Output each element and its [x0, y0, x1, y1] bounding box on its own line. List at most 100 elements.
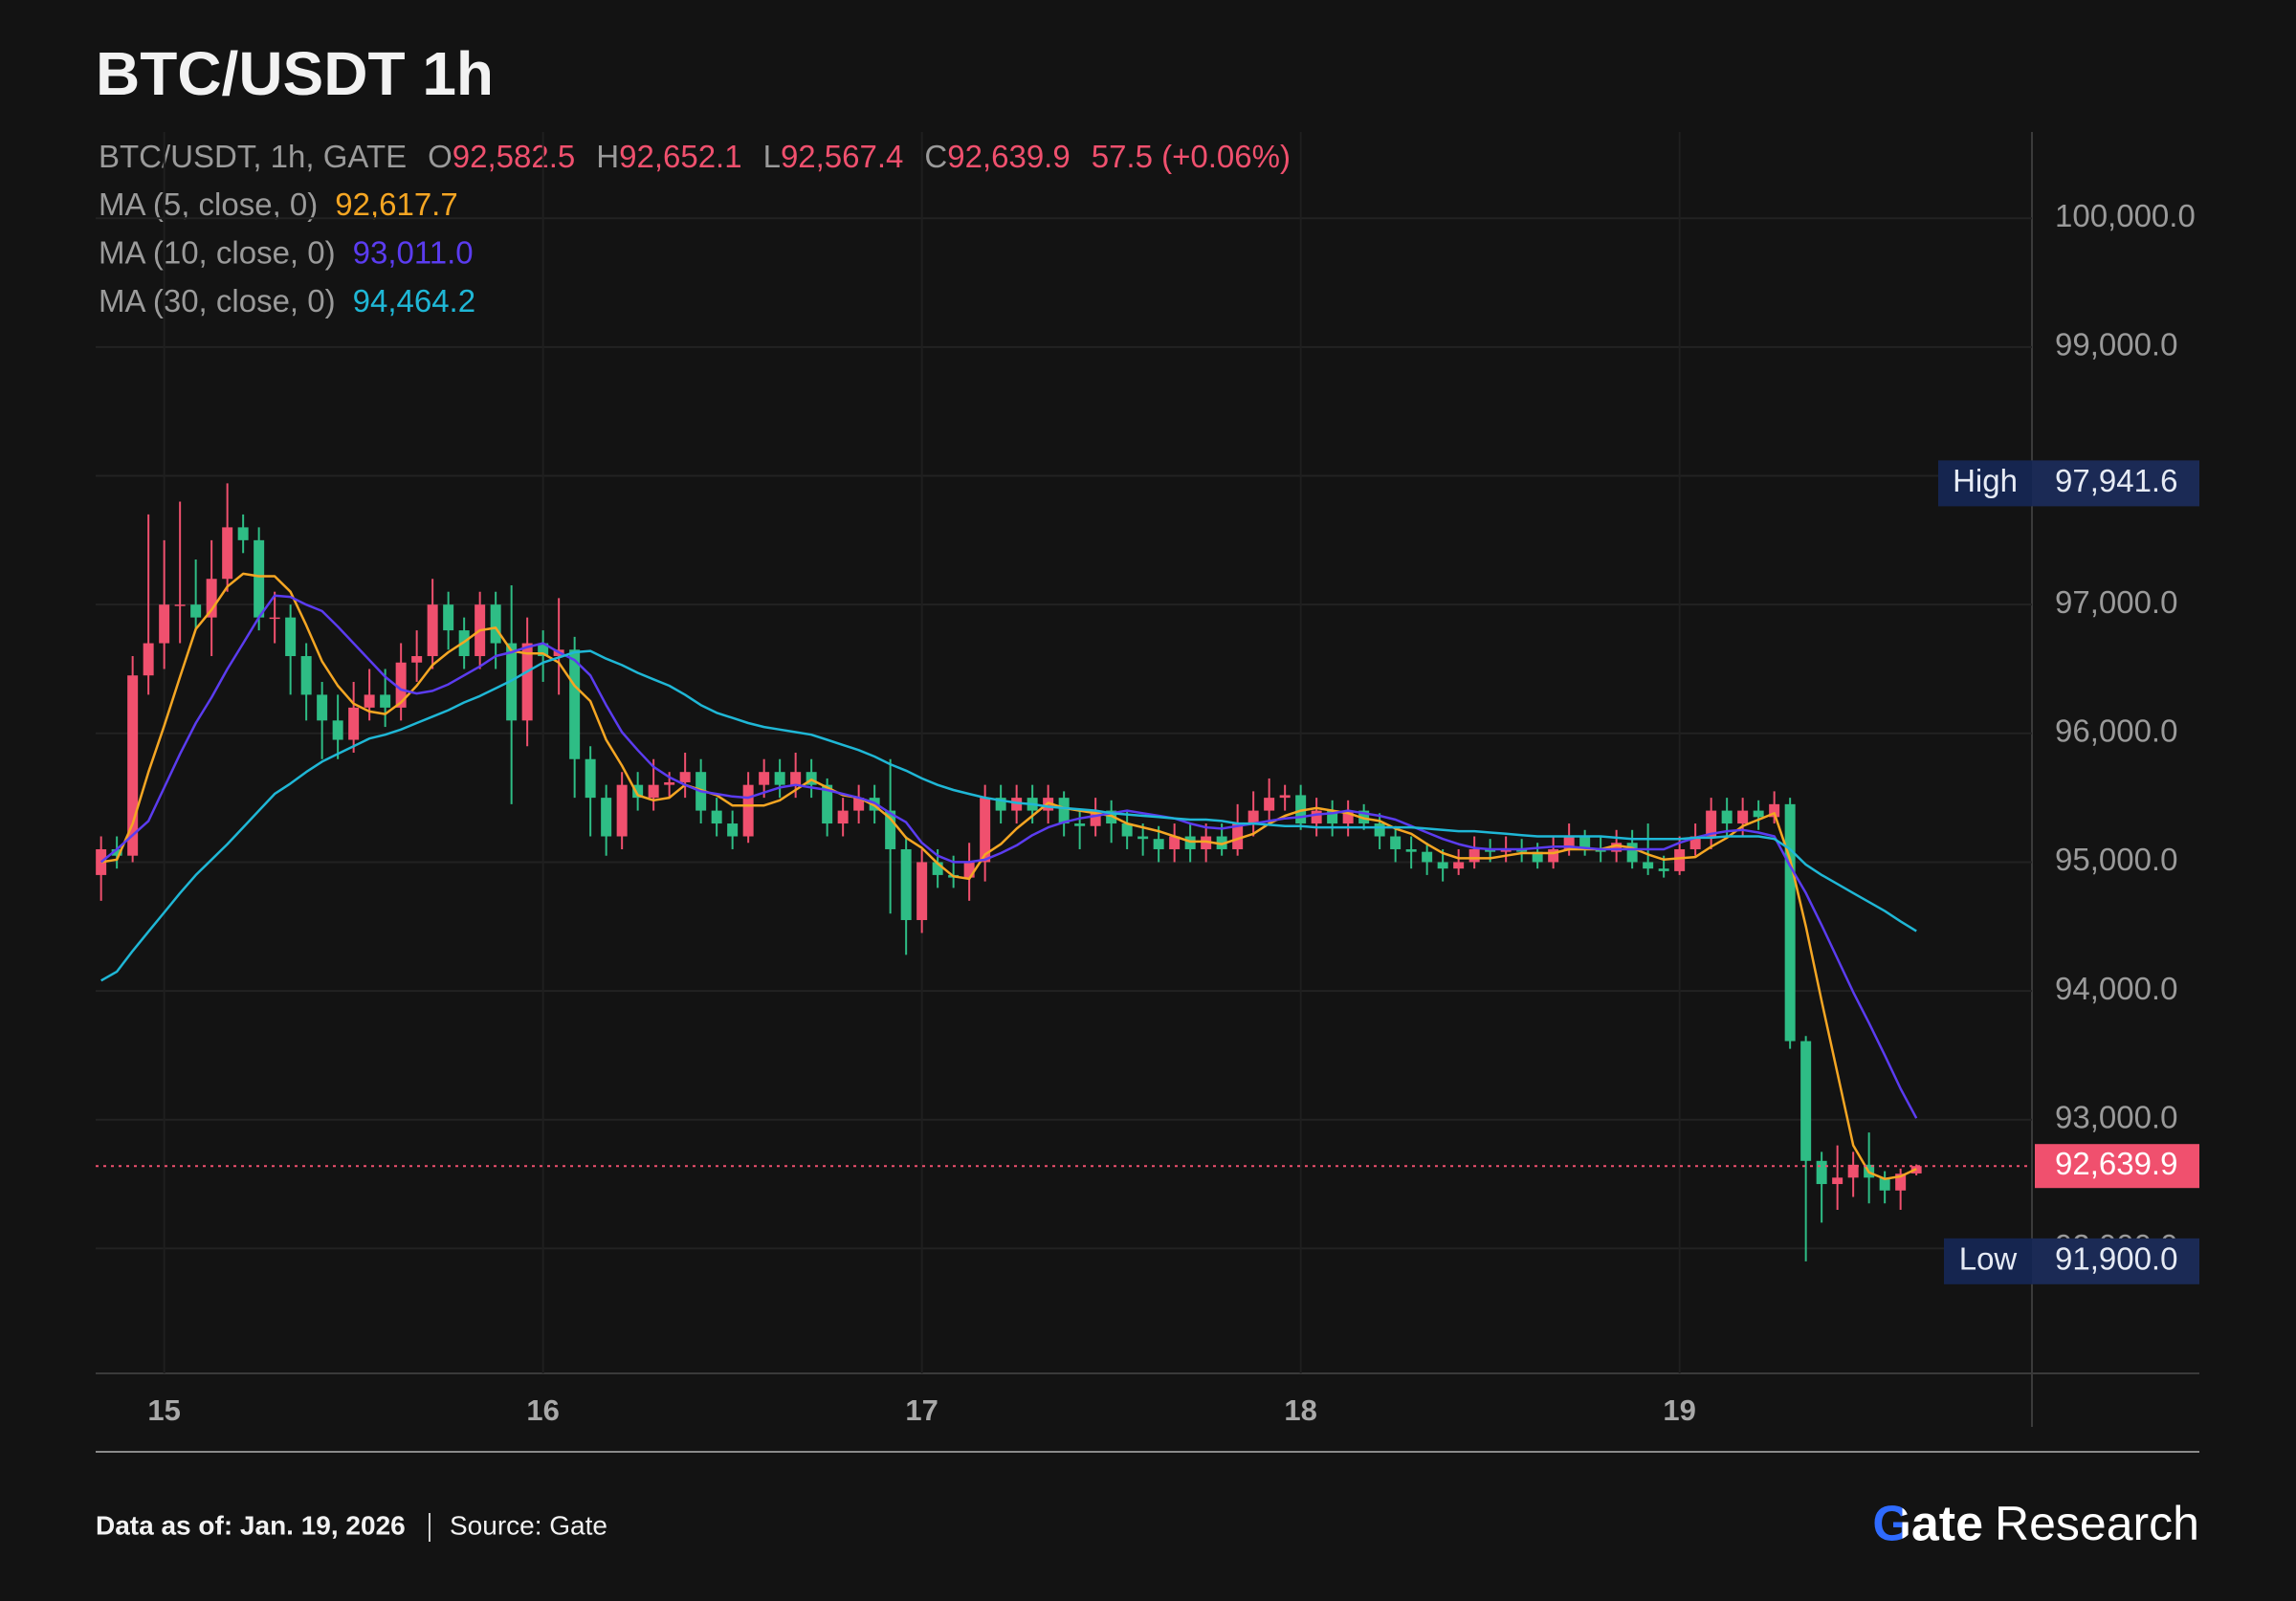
candle-body — [348, 707, 360, 740]
brand: Gate — [1872, 1497, 1983, 1552]
candle-body — [648, 784, 659, 799]
candle-body — [1706, 810, 1717, 837]
candle-body — [1422, 851, 1433, 863]
candle-body — [1784, 803, 1796, 1042]
candle-body — [1201, 836, 1212, 849]
candle-body — [727, 823, 739, 837]
candle-body — [443, 604, 454, 631]
candle-body — [1532, 851, 1543, 863]
candle-body — [332, 720, 343, 740]
candle-body — [1153, 839, 1164, 849]
y-tick-label: 93,000.0 — [2055, 1099, 2177, 1134]
ma-legend-value: 94,464.2 — [353, 283, 475, 318]
high-marker-value: 97,941.6 — [2055, 463, 2177, 498]
candle-body — [601, 798, 612, 837]
legend-symbol: BTC/USDT, 1h, GATE — [99, 139, 407, 174]
legend-change: 57.5 (+0.06%) — [1092, 139, 1291, 174]
candle-body — [1074, 823, 1086, 826]
candle-body — [1721, 810, 1733, 824]
last-price-box — [2035, 1144, 2199, 1189]
candle-body — [395, 662, 407, 708]
legend-key: C — [924, 139, 947, 174]
candle-body — [159, 604, 170, 644]
candle-body — [790, 772, 802, 785]
candle-body — [742, 784, 754, 837]
candle-body — [1327, 810, 1338, 824]
ma-legend-value: 93,011.0 — [353, 234, 474, 270]
candle-body — [1342, 810, 1354, 824]
ma-legend: MA (5, close, 0) 92,617.7 — [99, 186, 458, 222]
candle-body — [127, 675, 139, 856]
candle-body — [1264, 798, 1275, 811]
candle-body — [222, 527, 233, 580]
candle-body — [1674, 848, 1686, 871]
high-marker-value-box — [2032, 460, 2199, 507]
candle-body — [1058, 798, 1070, 824]
candle-body — [1800, 1041, 1812, 1161]
legend-value: 92,639.9 — [947, 139, 1070, 174]
candle-body — [806, 772, 817, 785]
candle-body — [853, 798, 865, 811]
candle-body — [1643, 862, 1654, 869]
x-tick-label: 17 — [905, 1393, 938, 1427]
ohlc-legend: BTC/USDT, 1h, GATE O92,582.5 H92,652.1 L92,… — [99, 139, 1291, 174]
candle-body — [380, 694, 391, 708]
candle-body — [1500, 848, 1512, 852]
candle-body — [569, 649, 581, 759]
candle-body — [885, 810, 896, 849]
candle-body — [1611, 843, 1623, 852]
candle-body — [285, 617, 297, 657]
candle-body — [411, 656, 423, 663]
candle-body — [190, 604, 202, 618]
legend-key: O — [428, 139, 453, 174]
high-marker-name: High — [1953, 463, 2018, 498]
candle-body — [995, 798, 1006, 811]
y-tick-label: 100,000.0 — [2055, 198, 2196, 233]
candle-body — [111, 848, 122, 856]
candle-body — [143, 643, 154, 676]
x-tick-label: 18 — [1284, 1393, 1316, 1427]
candle-body — [364, 694, 375, 708]
x-tick-label: 16 — [526, 1393, 559, 1427]
candle-body — [317, 694, 328, 721]
ma-line — [100, 649, 1917, 982]
candle-body — [206, 579, 217, 618]
plot-area: BTC/USDT, 1h, GATE O92,582.5 H92,652.1 L92,… — [96, 132, 2199, 1427]
legend-value: 92,582.5 — [453, 139, 575, 174]
candle-body — [963, 862, 975, 878]
legend-value: 92,567.4 — [781, 139, 903, 174]
candle-body — [1626, 843, 1638, 863]
candle-body — [1169, 836, 1181, 849]
candle-body — [1468, 848, 1480, 863]
y-tick-label: 96,000.0 — [2055, 713, 2177, 749]
legend-key: H — [596, 139, 619, 174]
candle-body — [1232, 823, 1244, 849]
candle-body — [1563, 836, 1575, 849]
candle-body — [1579, 836, 1591, 849]
candle-body — [1121, 823, 1133, 837]
candle-body — [1216, 836, 1227, 849]
candle-body — [932, 862, 943, 875]
candle-body — [427, 604, 438, 657]
candle-body — [490, 604, 501, 644]
candle-body — [1895, 1173, 1907, 1191]
y-tick-labels: 92,000.093,000.094,000.095,000.096,000.0… — [2055, 198, 2196, 1263]
candle-body — [1279, 795, 1291, 799]
candle-body — [774, 772, 785, 785]
low-marker-name-box — [1944, 1238, 2032, 1284]
low-marker-value: 91,900.0 — [2055, 1241, 2177, 1277]
ma-legend-name: MA (10, close, 0) — [99, 234, 336, 270]
candle-body — [679, 772, 691, 782]
candle-body — [1011, 798, 1023, 811]
candle-body — [1374, 823, 1385, 837]
last-price-label: 92,639.9 — [2055, 1146, 2177, 1181]
candle-body — [254, 539, 265, 618]
ma-legend-name: MA (5, close, 0) — [99, 186, 318, 222]
candle-body — [632, 784, 644, 799]
low-marker-value-box — [2032, 1238, 2199, 1284]
candle-body — [822, 784, 833, 824]
candle-body — [1516, 848, 1528, 852]
ma-legend: MA (30, close, 0) 94,464.2 — [99, 283, 475, 318]
